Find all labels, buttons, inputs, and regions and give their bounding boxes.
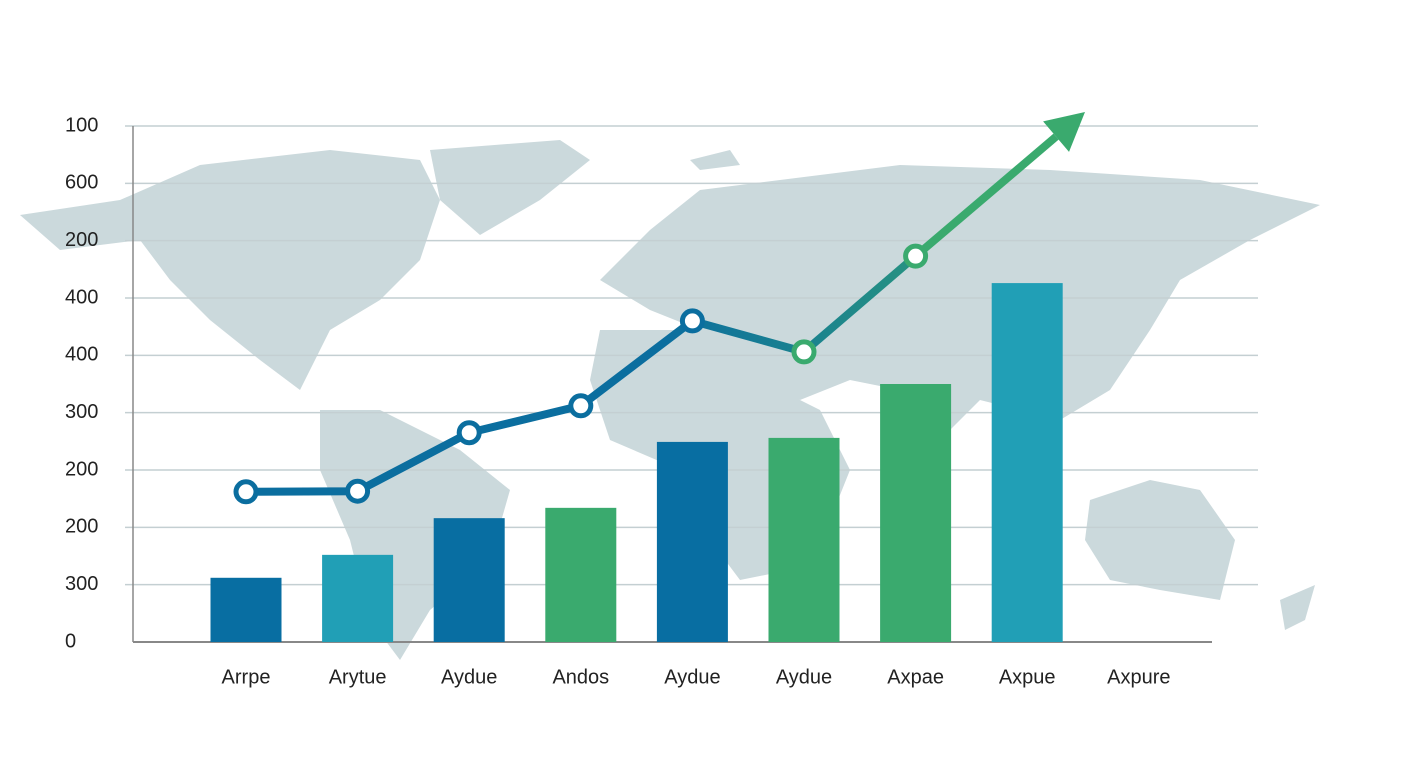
y-tick-label: 200 [65,516,98,538]
y-tick-label: 600 [65,172,98,194]
y-tick-label: 400 [65,286,98,308]
line-point [345,478,371,504]
y-tick-label: 300 [65,401,98,423]
x-tick-label: Aydue [776,666,832,688]
x-tick-label: Axpae [887,666,944,688]
trend-arrow-shaft [913,133,1059,260]
y-tick-label: 200 [65,458,98,480]
bar [991,283,1063,642]
line-point [679,308,705,334]
bar [210,577,282,642]
bar [545,507,617,642]
line-point [568,393,594,419]
line-point [791,339,817,365]
bar [433,518,505,642]
x-tick-label: Aydue [664,666,720,688]
y-tick-label: 200 [65,229,98,251]
x-tick-label: Aydue [441,666,497,688]
x-tick-label: Arrpe [222,666,271,688]
line-point [456,420,482,446]
bar [880,384,952,642]
bar [768,437,840,642]
x-tick-label: Axpure [1107,666,1170,688]
bar [322,554,394,642]
x-tick-label: Arytue [329,666,387,688]
trend-arrow-head [1043,112,1085,152]
line-point [903,243,929,269]
y-tick-label: 300 [65,573,98,595]
y-tick-label: 0 [65,630,76,652]
x-tick-label: Andos [552,666,609,688]
x-tick-label: Axpue [999,666,1056,688]
y-tick-label: 400 [65,344,98,366]
plot-area: 0 300 200 200 300 400 400 200 600 100 Arrpe Arytue A… [65,112,1258,688]
y-tick-label: 100 [65,114,98,136]
line-point [233,479,259,505]
bar [656,441,728,642]
